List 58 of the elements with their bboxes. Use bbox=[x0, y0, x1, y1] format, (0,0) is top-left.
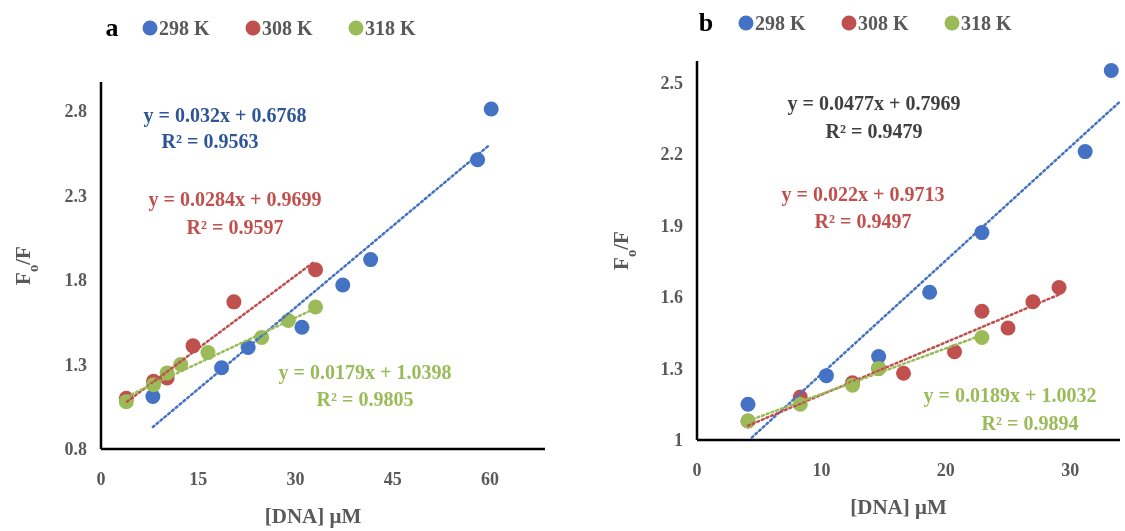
y-tick-label: 2.5 bbox=[660, 72, 683, 93]
point bbox=[1077, 144, 1093, 160]
annotation: y = 0.032x + 0.6768 bbox=[143, 104, 307, 127]
annotation: y = 0.0284x + 0.9699 bbox=[148, 188, 322, 211]
annotation: R² = 0.9479 bbox=[825, 120, 923, 142]
point bbox=[1103, 63, 1119, 79]
point bbox=[922, 284, 938, 300]
x-tick-label: 45 bbox=[383, 469, 402, 489]
point bbox=[740, 396, 756, 412]
annotation: y = 0.0179x + 1.0398 bbox=[278, 361, 452, 384]
x-tick-label: 20 bbox=[936, 460, 955, 480]
legend-label: 308 K bbox=[262, 17, 313, 39]
x-axis-title: [DNA] μM bbox=[264, 504, 362, 528]
legend-label: 298 K bbox=[159, 17, 210, 39]
y-tick-label: 1 bbox=[674, 430, 683, 451]
point bbox=[294, 319, 310, 335]
annotation: R² = 0.9894 bbox=[981, 412, 1079, 434]
point bbox=[483, 101, 499, 117]
point bbox=[1051, 279, 1067, 295]
point bbox=[1000, 320, 1016, 336]
y-tick-label: 2.2 bbox=[660, 144, 683, 165]
y-tick-label: 1.9 bbox=[660, 215, 683, 236]
point bbox=[974, 330, 990, 345]
point bbox=[308, 299, 324, 315]
legend-label: 318 K bbox=[961, 12, 1012, 34]
x-tick-label: 60 bbox=[480, 469, 499, 489]
x-tick-label: 15 bbox=[189, 469, 208, 489]
x-tick-label: 10 bbox=[812, 460, 831, 480]
annotation: R² = 0.9563 bbox=[161, 130, 259, 152]
point bbox=[335, 277, 351, 293]
x-tick-label: 0 bbox=[692, 460, 702, 480]
legend-label: 318 K bbox=[365, 17, 416, 39]
y-tick-label: 1.6 bbox=[660, 287, 683, 308]
point bbox=[974, 303, 990, 319]
y-tick-label: 1.3 bbox=[64, 354, 87, 375]
annotation: R² = 0.9497 bbox=[814, 210, 912, 232]
annotation: R² = 0.9805 bbox=[316, 388, 414, 410]
y-tick-label: 0.8 bbox=[64, 439, 87, 460]
legend-label: 308 K bbox=[858, 12, 909, 34]
x-tick-label: 0 bbox=[96, 469, 106, 489]
y-tick-label: 2.8 bbox=[64, 101, 87, 122]
annotation: y = 0.022x + 0.9713 bbox=[781, 183, 945, 206]
y-tick-label: 1.3 bbox=[660, 358, 683, 379]
y-tick-label: 2.3 bbox=[64, 185, 87, 206]
annotation: R² = 0.9597 bbox=[186, 216, 284, 238]
x-tick-label: 30 bbox=[286, 469, 305, 489]
y-tick-label: 1.8 bbox=[64, 270, 87, 291]
x-axis-title: [DNA] μM bbox=[850, 495, 947, 519]
chart-title: b bbox=[698, 8, 714, 37]
chart-title: a bbox=[105, 13, 119, 42]
point bbox=[308, 262, 324, 278]
legend-label: 298 K bbox=[755, 12, 806, 34]
annotation: y = 0.0477x + 0.7969 bbox=[787, 92, 961, 115]
x-tick-label: 30 bbox=[1061, 460, 1080, 480]
annotation: y = 0.0189x + 1.0032 bbox=[923, 384, 1097, 407]
point bbox=[896, 365, 912, 381]
point bbox=[363, 252, 379, 268]
point bbox=[226, 294, 242, 310]
